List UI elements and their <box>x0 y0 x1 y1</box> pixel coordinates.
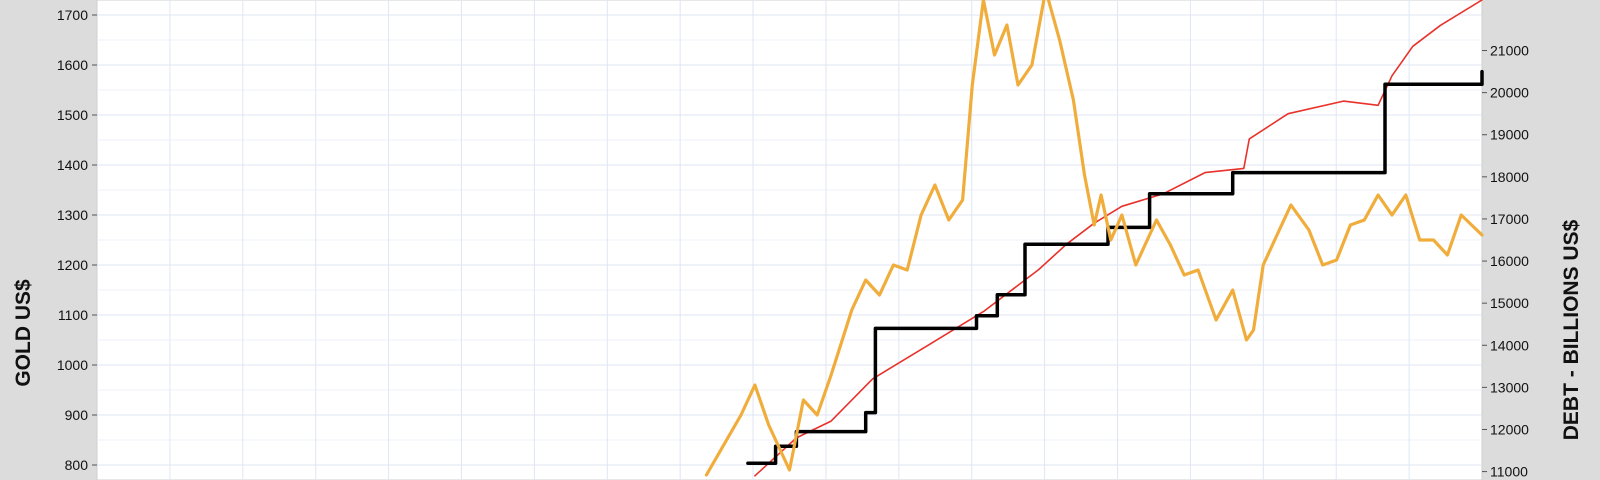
grid-lines <box>97 0 1482 480</box>
right-tick-label: 11000 <box>1490 464 1528 480</box>
right-axis-ticks: 11000 12000 13000 14000 15000 16000 17000 18000… <box>1482 43 1529 480</box>
left-tick-label: 1700 <box>57 7 88 23</box>
left-axis-ticks: 800 900 1000 1100 1200 1300 1400 1500 1600 1700 <box>57 7 97 473</box>
left-tick-label: 1300 <box>57 207 88 223</box>
left-tick-label: 1400 <box>57 157 88 173</box>
right-tick-label: 21000 <box>1490 43 1529 59</box>
right-tick-label: 20000 <box>1490 85 1529 101</box>
left-axis-title: GOLD US$ <box>12 279 35 387</box>
left-tick-label: 800 <box>65 457 89 473</box>
right-tick-label: 14000 <box>1490 337 1529 353</box>
right-tick-label: 17000 <box>1490 211 1529 227</box>
right-tick-label: 18000 <box>1490 169 1529 185</box>
right-tick-label: 13000 <box>1490 379 1529 395</box>
left-axis-panel <box>0 0 97 480</box>
right-tick-label: 16000 <box>1490 253 1529 269</box>
left-tick-label: 900 <box>65 407 89 423</box>
left-tick-label: 1500 <box>57 107 88 123</box>
left-tick-label: 1100 <box>58 307 88 323</box>
right-tick-label: 15000 <box>1490 295 1529 311</box>
right-axis-title: DEBT - BILLIONS US$ <box>1560 219 1583 440</box>
right-axis-panel <box>1482 0 1600 480</box>
left-tick-label: 1000 <box>57 357 88 373</box>
gold-price-line <box>704 0 1484 477</box>
series-layer <box>704 0 1484 477</box>
left-tick-label: 1200 <box>57 257 88 273</box>
left-tick-label: 1600 <box>57 57 88 73</box>
right-tick-label: 12000 <box>1490 421 1529 437</box>
right-tick-label: 19000 <box>1490 127 1529 143</box>
